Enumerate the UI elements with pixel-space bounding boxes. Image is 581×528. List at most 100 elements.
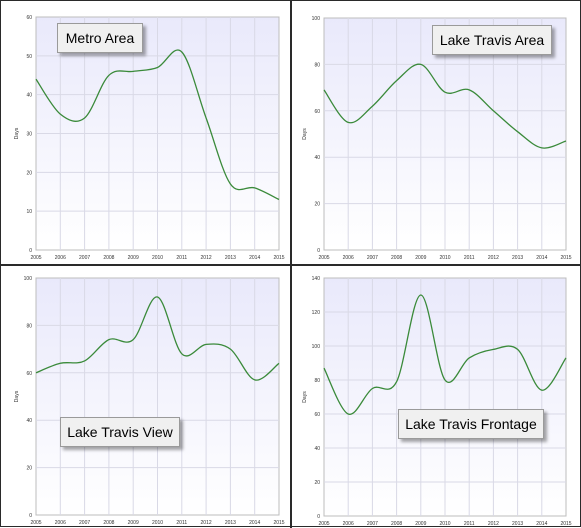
- x-tick-label: 2015: [560, 255, 571, 261]
- data-point: [541, 147, 543, 149]
- data-point: [420, 64, 422, 66]
- x-tick-label: 2014: [249, 255, 260, 261]
- series-line: [323, 63, 567, 149]
- x-tick-label: 2011: [464, 255, 475, 261]
- y-tick-label: 0: [317, 248, 320, 254]
- x-tick-label: 2005: [30, 520, 41, 526]
- chart-title-lake-travis-area: Lake Travis Area: [432, 25, 552, 55]
- y-tick-label: 100: [312, 16, 321, 22]
- data-point: [493, 110, 495, 112]
- y-tick-label: 60: [314, 412, 320, 418]
- data-point: [181, 353, 183, 355]
- y-axis-label: Days: [302, 128, 308, 140]
- x-tick-label: 2007: [367, 521, 378, 527]
- x-tick-label: 2011: [176, 520, 187, 526]
- y-tick-label: 10: [26, 209, 32, 215]
- data-point: [230, 348, 232, 350]
- x-tick-label: 2006: [343, 255, 354, 261]
- data-point: [132, 71, 134, 73]
- data-point: [493, 349, 495, 351]
- chart-panel-lake-travis-area: 0 20 40 60 80 100 2005 2006 2007 2008 2009 2010 2011…: [292, 1, 581, 264]
- x-tick-label: 2015: [273, 520, 284, 526]
- x-tick-label: 2013: [512, 521, 523, 527]
- data-point: [35, 78, 37, 80]
- data-point: [108, 74, 110, 76]
- y-tick-label: 30: [26, 132, 32, 138]
- x-tick-label: 2012: [488, 521, 499, 527]
- x-tick-label: 2008: [391, 255, 402, 261]
- y-tick-label: 60: [26, 15, 32, 21]
- y-tick-label: 40: [314, 446, 320, 452]
- x-tick-label: 2011: [176, 255, 187, 261]
- data-point: [468, 89, 470, 91]
- data-point: [60, 113, 62, 115]
- x-tick-label: 2012: [488, 255, 499, 261]
- y-tick-label: 80: [314, 378, 320, 384]
- x-tick-label: 2010: [439, 255, 450, 261]
- x-tick-label: 2006: [343, 521, 354, 527]
- y-tick-label: 0: [29, 513, 32, 519]
- x-tick-label: 2009: [128, 520, 139, 526]
- y-tick-label: 20: [314, 480, 320, 486]
- chart-svg: 0 10 20 30 40 50 60 2005 2006 2007 2008 2009 2010 201…: [14, 15, 285, 261]
- data-point: [157, 67, 159, 69]
- data-point: [565, 357, 567, 359]
- data-point: [420, 294, 422, 296]
- x-tick-label: 2012: [201, 520, 212, 526]
- x-tick-label: 2014: [536, 255, 547, 261]
- x-tick-label: 2007: [79, 255, 90, 261]
- x-tick-label: 2013: [225, 520, 236, 526]
- x-tick-label: 2009: [415, 255, 426, 261]
- x-tick-label: 2014: [249, 520, 260, 526]
- x-tick-label: 2013: [512, 255, 523, 261]
- y-axis-label: Days: [14, 390, 20, 402]
- y-axis-label: Days: [302, 391, 308, 403]
- y-tick-label: 100: [312, 344, 321, 350]
- y-tick-label: 60: [26, 371, 32, 377]
- chart-svg: 0 20 40 60 80 100 2005 2006 2007 2008 2009 2010 2011…: [302, 16, 572, 261]
- y-tick-label: 20: [26, 170, 32, 176]
- x-tick-label: 2011: [464, 521, 475, 527]
- data-point: [468, 357, 470, 359]
- y-tick-label: 20: [314, 202, 320, 208]
- data-point: [347, 122, 349, 124]
- data-point: [517, 131, 519, 133]
- x-tick-label: 2015: [560, 521, 571, 527]
- x-tick-label: 2005: [318, 255, 329, 261]
- series-line: [35, 296, 280, 381]
- data-point: [108, 339, 110, 341]
- x-tick-label: 2005: [30, 255, 41, 261]
- data-point: [347, 413, 349, 415]
- chart-title-lake-travis-frontage: Lake Travis Frontage: [398, 409, 544, 439]
- data-point: [372, 388, 374, 390]
- data-point: [84, 117, 86, 119]
- data-point: [205, 344, 207, 346]
- x-tick-label: 2012: [201, 255, 212, 261]
- x-tick-label: 2013: [225, 255, 236, 261]
- x-tick-label: 2006: [55, 520, 66, 526]
- chart-panel-lake-travis-view: 0 20 40 60 80 100 2005 2006 2007 2008 2009 2010 2011…: [1, 266, 290, 528]
- chart-title-lake-travis-view: Lake Travis View: [60, 417, 180, 447]
- data-point: [565, 140, 567, 142]
- chart-panel-lake-travis-frontage: 0 20 40 60 80 100 120 140 2005 2006 2007 2008 2009 20…: [292, 266, 581, 528]
- data-point: [84, 360, 86, 362]
- y-tick-label: 140: [312, 276, 321, 282]
- x-tick-label: 2014: [536, 521, 547, 527]
- x-tick-label: 2008: [103, 520, 114, 526]
- y-tick-label: 40: [26, 93, 32, 99]
- data-point: [396, 80, 398, 82]
- y-tick-label: 100: [24, 276, 33, 282]
- chart-svg: 0 20 40 60 80 100 120 140 2005 2006 2007 2008 2009 20…: [302, 276, 572, 527]
- data-point: [517, 349, 519, 351]
- x-tick-label: 2008: [391, 521, 402, 527]
- data-point: [278, 199, 280, 201]
- x-tick-label: 2015: [273, 255, 284, 261]
- data-point: [323, 367, 325, 369]
- y-tick-label: 40: [26, 418, 32, 424]
- y-tick-label: 80: [26, 323, 32, 329]
- data-point: [396, 381, 398, 383]
- x-tick-label: 2009: [128, 255, 139, 261]
- data-point: [60, 363, 62, 365]
- chart-panel-metro-area: 0 10 20 30 40 50 60 2005 2006 2007 2008 2009 2010 201…: [1, 1, 290, 264]
